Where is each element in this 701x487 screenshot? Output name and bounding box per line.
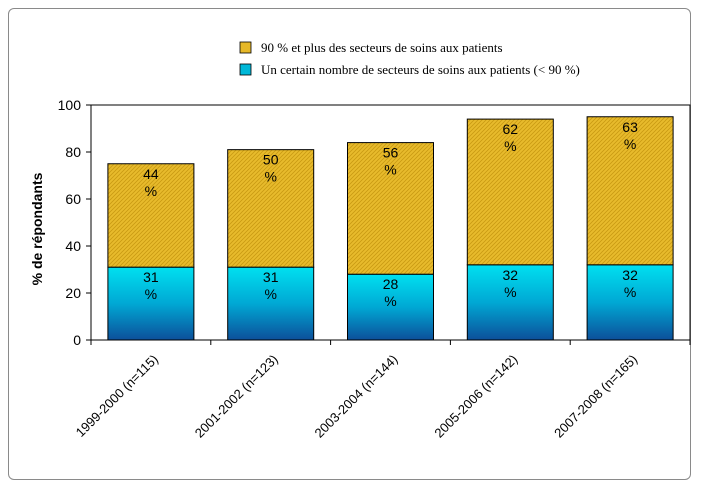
bar-segment — [466, 118, 554, 266]
data-label-unit: % — [504, 138, 516, 154]
data-label-value: 63 — [622, 119, 638, 135]
legend-swatch-blue — [239, 63, 252, 76]
data-label-value: 31 — [143, 269, 159, 285]
chart-frame: 90 % et plus des secteurs de soins aux p… — [8, 8, 691, 480]
y-tick-label: 0 — [73, 332, 81, 348]
data-label: 32% — [622, 267, 638, 300]
data-label: 50% — [263, 152, 279, 185]
y-tick-label: 80 — [65, 144, 81, 160]
data-label: 63% — [622, 119, 638, 152]
data-label: 31% — [143, 269, 159, 302]
data-label-unit: % — [624, 136, 636, 152]
bar-segment — [107, 163, 195, 268]
legend-swatch-yellow — [239, 41, 252, 54]
x-tick-label: 1999-2000 (n=115) — [73, 352, 161, 440]
data-label-value: 50 — [263, 152, 279, 168]
x-tick-label: 2003-2004 (n=144) — [312, 352, 401, 441]
data-label-value: 44 — [143, 166, 159, 182]
bar-segment — [586, 116, 674, 266]
bar-segment — [227, 266, 315, 341]
data-label-unit: % — [145, 286, 157, 302]
bar-segment — [466, 264, 554, 341]
data-label-value: 56 — [383, 145, 399, 161]
legend: 90 % et plus des secteurs de soins aux p… — [239, 40, 580, 77]
legend-label: Un certain nombre de secteurs de soins a… — [261, 62, 580, 77]
data-label: 28% — [383, 276, 399, 309]
bar-segment — [227, 149, 315, 268]
x-tick-label: 2001-2002 (n=123) — [192, 352, 281, 441]
data-label-unit: % — [145, 183, 157, 199]
data-label-unit: % — [384, 293, 396, 309]
data-label-value: 32 — [503, 267, 519, 283]
data-label-unit: % — [384, 162, 396, 178]
data-label-unit: % — [264, 286, 276, 302]
data-label-unit: % — [624, 284, 636, 300]
y-tick-label: 40 — [65, 238, 81, 254]
data-label: 44% — [143, 166, 159, 199]
data-label-unit: % — [264, 169, 276, 185]
data-label-unit: % — [504, 284, 516, 300]
y-tick-label: 20 — [65, 285, 81, 301]
x-axis: 1999-2000 (n=115) 2001-2002 (n=123) 2003-2… — [73, 340, 691, 441]
data-label-value: 32 — [622, 267, 638, 283]
data-label-value: 31 — [263, 269, 279, 285]
y-axis: 0 20 40 60 80 100 — [58, 97, 91, 348]
bar-segment — [347, 273, 434, 341]
data-label: 32% — [503, 267, 519, 300]
y-axis-label: % de répondants — [29, 172, 45, 285]
bar-segment — [347, 142, 434, 275]
bars: 31 %44 %31 %50 %28 %56 %32 %62 %32 %63% — [107, 116, 674, 341]
data-label: 62% — [503, 121, 519, 154]
x-tick-label: 2005-2006 (n=142) — [431, 352, 520, 441]
x-tick-label: 2007-2008 (n=165) — [551, 352, 640, 441]
data-label: 31% — [263, 269, 279, 302]
y-tick-label: 60 — [65, 191, 81, 207]
data-label-value: 28 — [383, 276, 399, 292]
stacked-bar-chart: 90 % et plus des secteurs de soins aux p… — [29, 40, 691, 441]
legend-label: 90 % et plus des secteurs de soins aux p… — [261, 40, 503, 55]
y-tick-label: 100 — [58, 97, 82, 113]
data-label-value: 62 — [503, 121, 519, 137]
legend-item: Un certain nombre de secteurs de soins a… — [239, 62, 580, 77]
data-label: 56% — [383, 145, 399, 178]
legend-item: 90 % et plus des secteurs de soins aux p… — [239, 40, 503, 55]
